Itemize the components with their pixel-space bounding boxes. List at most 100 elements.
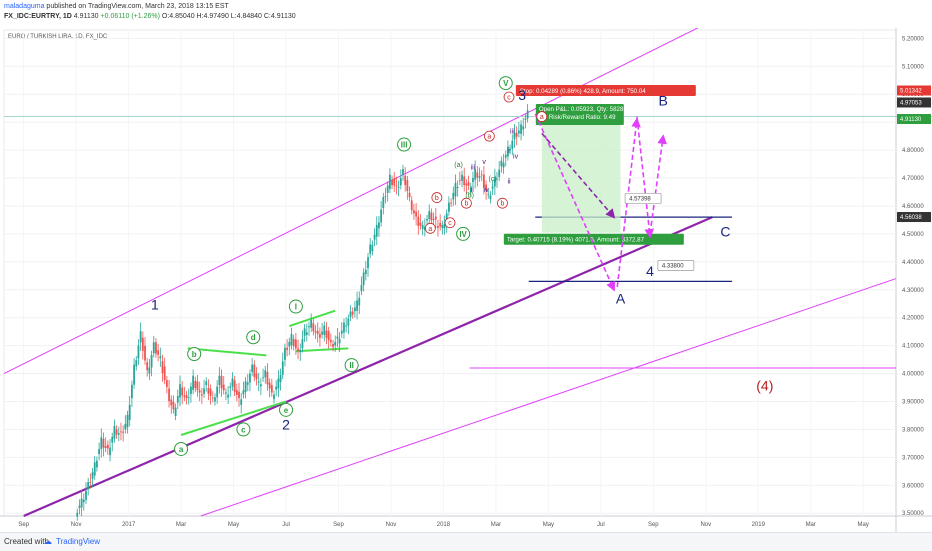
wave-circle-label: II — [349, 361, 353, 370]
candle-body — [100, 437, 103, 449]
candle-body — [150, 354, 153, 368]
candle-body — [135, 360, 138, 367]
sub-wave-label: c — [507, 95, 511, 102]
alt-wave-arrow — [541, 132, 616, 219]
wave-labels: 12345ABC(4)abcdeIIIIIIIVVbacbabca(a)(b)(… — [151, 76, 773, 456]
candle-body — [190, 386, 192, 395]
price-tick-label: 5.20000 — [902, 36, 924, 42]
price-tag-box — [897, 85, 931, 96]
candle-body — [465, 183, 468, 186]
price-note: 4.33800 — [662, 263, 684, 269]
target-label-box — [503, 233, 684, 245]
candle-body — [456, 186, 459, 189]
publisher-name[interactable]: maladaguma — [4, 3, 45, 10]
candle-body — [133, 364, 135, 385]
stop-label-box — [515, 85, 696, 97]
candle-body — [321, 331, 324, 335]
candle-body — [255, 373, 258, 380]
candle-body — [240, 399, 243, 405]
candle-body — [128, 404, 131, 420]
time-tick-label: 2018 — [437, 522, 451, 528]
candle-body — [286, 347, 289, 350]
candle-body — [338, 338, 341, 344]
price-tags: 5.01342 4.97053 4.91130 4.56038 — [897, 85, 931, 223]
candle-body — [89, 481, 92, 483]
wave-label: C — [720, 224, 730, 240]
candle-body — [458, 180, 461, 182]
candle-body — [299, 349, 302, 353]
candle-body — [336, 336, 339, 339]
price-tick-label: 3.50000 — [902, 511, 924, 517]
candle-body — [308, 326, 310, 328]
price-tag-label: 5.01342 — [900, 88, 922, 94]
short-position-tool[interactable]: Stop: 0.04289 (0.86%) 428.9, Amount: 750… — [503, 85, 696, 245]
time-tick-label: Nov — [700, 522, 711, 528]
candle-body — [404, 175, 407, 186]
candle-body — [179, 384, 181, 398]
grid — [4, 30, 896, 516]
candle-body — [526, 110, 529, 119]
flag-upper-line — [288, 309, 336, 328]
price-tick-label: 3.90000 — [902, 399, 924, 405]
trend-lines — [3, 28, 932, 518]
candle-body — [316, 330, 319, 334]
candle-body — [290, 333, 293, 346]
price-chart[interactable]: EURO / TURKISH LIRA, 1D, FX_IDC 5.20000 5… — [0, 28, 932, 532]
tradingview-brand[interactable]: TradingView — [56, 537, 101, 546]
candle-body — [421, 224, 424, 229]
candle-body — [275, 386, 278, 390]
candle-body — [410, 200, 413, 211]
candle-body — [515, 132, 518, 137]
candle-body — [205, 381, 208, 386]
minor-wave-label: i — [508, 148, 510, 155]
candle-body — [373, 234, 376, 240]
wave-circle — [187, 347, 202, 361]
candle-body — [168, 388, 170, 402]
wave-c-arrow — [636, 116, 654, 239]
candle-body — [130, 384, 133, 399]
candle-body — [329, 340, 332, 343]
price-tick-label: 4.40000 — [902, 260, 924, 266]
minor-wave-label: (a) — [454, 162, 463, 169]
wave-circle-label: c — [241, 425, 246, 434]
candle-body — [423, 227, 426, 230]
minor-wave-label: (b) — [465, 193, 474, 200]
time-tick-label: Mar — [806, 522, 816, 528]
candle-body — [487, 194, 490, 196]
ohlc-values: O:4.85040 H:4.97490 L:4.84840 C:4.91130 — [161, 13, 296, 20]
candle-body — [76, 512, 79, 517]
candle-body — [152, 342, 155, 354]
candle-body — [463, 176, 466, 186]
candle-body — [225, 392, 227, 394]
time-tick-label: Sep — [18, 522, 29, 528]
sub-wave-label: a — [428, 226, 432, 233]
candle-body — [209, 388, 212, 396]
candle-body — [305, 332, 308, 336]
price-note-box — [624, 193, 662, 204]
time-tick-label: Sep — [648, 522, 659, 528]
candle-body — [360, 285, 363, 292]
candle-body — [364, 269, 367, 275]
candle-body — [509, 148, 512, 151]
candle-body — [301, 339, 304, 349]
candle-body — [96, 460, 98, 468]
wave-circle — [344, 358, 359, 373]
candle-body — [461, 174, 463, 181]
candle-body — [388, 174, 391, 189]
candle-body — [93, 462, 96, 476]
candle-body — [244, 381, 247, 392]
price-note-box — [657, 260, 695, 271]
price-tick-label: 4.80000 — [902, 148, 924, 154]
minor-wave-label: ii — [471, 187, 475, 194]
candle-body — [325, 330, 328, 338]
price-tick-label: 4.20000 — [902, 316, 924, 322]
candle-body — [203, 388, 205, 394]
candle-body — [279, 375, 282, 382]
candle-body — [323, 325, 326, 336]
candle-body — [454, 183, 457, 197]
sub-wave-circle — [460, 197, 472, 209]
candle-body — [415, 211, 418, 217]
footer-bar: Created with ☁ TradingView — [0, 532, 932, 551]
candle-body — [157, 350, 160, 355]
stop-label: Stop: 0.04289 (0.86%) 428.9, Amount: 750… — [520, 88, 646, 95]
